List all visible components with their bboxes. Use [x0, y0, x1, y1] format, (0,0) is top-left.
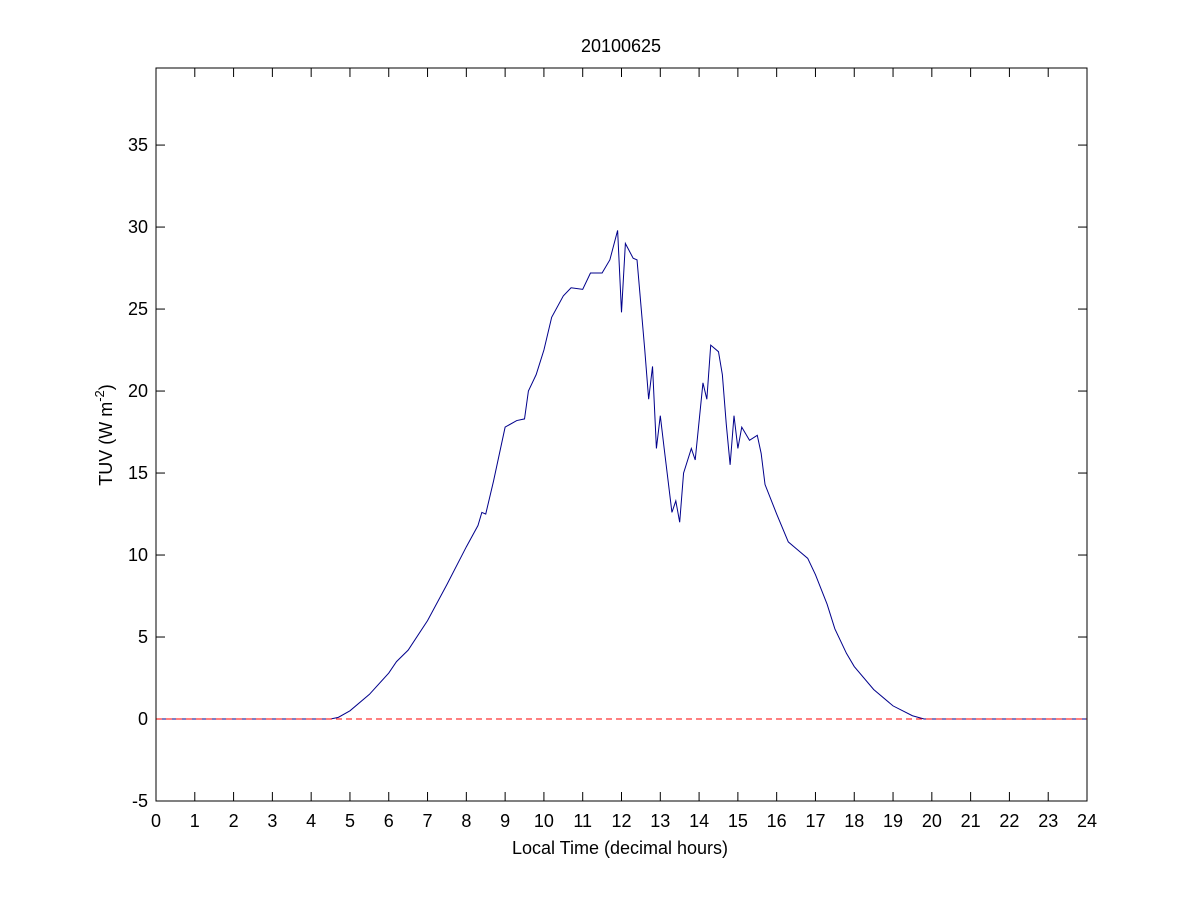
- x-tick-label: 9: [500, 811, 510, 831]
- x-tick-label: 18: [844, 811, 864, 831]
- chart-title: 20100625: [581, 36, 661, 56]
- y-axis-label-text: TUV (W m: [96, 402, 116, 486]
- x-tick-label: 12: [611, 811, 631, 831]
- x-tick-label: 4: [306, 811, 316, 831]
- x-tick-label: 3: [267, 811, 277, 831]
- x-tick-label: 23: [1038, 811, 1058, 831]
- y-tick-label: 5: [138, 627, 148, 647]
- plot-frame: [155, 67, 1088, 802]
- x-tick-label: 19: [883, 811, 903, 831]
- x-tick-label: 17: [805, 811, 825, 831]
- y-tick-label: 25: [128, 299, 148, 319]
- x-axis-label: Local Time (decimal hours): [512, 838, 728, 858]
- x-tick-label: 21: [961, 811, 981, 831]
- x-tick-label: 10: [534, 811, 554, 831]
- x-tick-label: 2: [229, 811, 239, 831]
- x-tick-label: 1: [190, 811, 200, 831]
- y-tick-label: 30: [128, 217, 148, 237]
- x-tick-label: 0: [151, 811, 161, 831]
- y-tick-label: 35: [128, 135, 148, 155]
- y-tick-label: -5: [132, 791, 148, 811]
- x-tick-label: 7: [423, 811, 433, 831]
- x-tick-label: 6: [384, 811, 394, 831]
- x-tick-label: 24: [1077, 811, 1097, 831]
- x-tick-label: 8: [461, 811, 471, 831]
- y-tick-label: 15: [128, 463, 148, 483]
- x-tick-label: 20: [922, 811, 942, 831]
- x-tick-label: 22: [999, 811, 1019, 831]
- y-tick-label: 10: [128, 545, 148, 565]
- x-tick-label: 14: [689, 811, 709, 831]
- y-axis-label: TUV (W m-2): [92, 384, 116, 486]
- x-tick-label: 5: [345, 811, 355, 831]
- y-axis-label-end: ): [96, 384, 116, 390]
- y-tick-label: 0: [138, 709, 148, 729]
- x-tick-label: 13: [650, 811, 670, 831]
- y-axis-label-sup: -2: [92, 390, 107, 402]
- x-tick-label: 16: [767, 811, 787, 831]
- data-line: [156, 230, 1087, 720]
- x-tick-label: 15: [728, 811, 748, 831]
- x-tick-label: 11: [573, 811, 592, 831]
- y-tick-label: 20: [128, 381, 148, 401]
